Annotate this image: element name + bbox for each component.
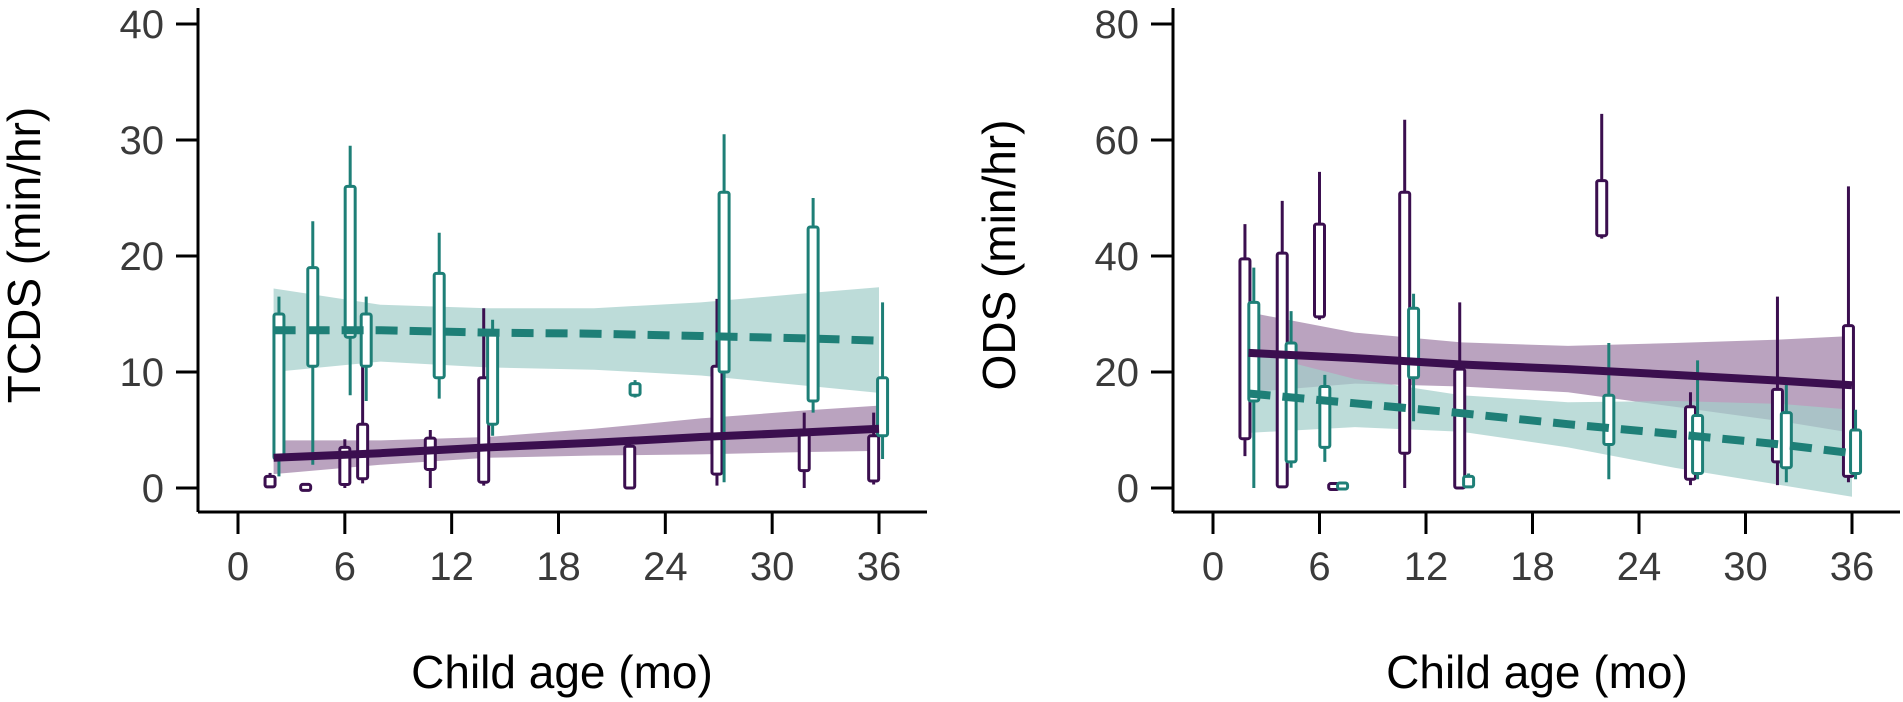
y-tick-label: 20 — [120, 235, 165, 279]
x-tick-label: 36 — [1830, 545, 1875, 589]
x-tick-label: 30 — [750, 545, 795, 589]
x-tick-label: 24 — [643, 545, 688, 589]
x-axis-title: Child age (mo) — [411, 646, 713, 698]
box — [623, 444, 637, 490]
x-tick-label: 24 — [1617, 545, 1662, 589]
box — [1779, 411, 1793, 470]
box — [432, 271, 446, 380]
trend-line — [1248, 389, 1853, 458]
x-tick-label: 18 — [536, 545, 581, 589]
y-tick-label: 30 — [120, 119, 165, 163]
y-tick-label: 0 — [142, 467, 164, 511]
panel-ods: ODS (min/hr) Child age (mo) 0 20 40 60 80 0 6 1… — [973, 3, 1900, 698]
x-tick-label: 0 — [1202, 545, 1224, 589]
box — [343, 184, 357, 339]
box — [717, 190, 731, 374]
box — [1336, 481, 1350, 491]
box — [710, 364, 724, 476]
box — [272, 312, 286, 461]
plot-area — [1238, 113, 1863, 497]
y-tick-label: 10 — [120, 351, 165, 395]
y-tick-label: 80 — [1095, 3, 1140, 47]
y-tick-label: 0 — [1117, 467, 1139, 511]
box — [1313, 222, 1326, 319]
y-axis-title: TCDS (min/hr) — [0, 107, 50, 403]
box — [628, 382, 642, 397]
x-tick-label: 12 — [1404, 545, 1449, 589]
trend-line — [273, 326, 880, 345]
x-tick-label: 36 — [857, 545, 902, 589]
x-tick-label: 12 — [429, 545, 474, 589]
box — [1849, 428, 1863, 475]
y-tick-label: 40 — [120, 3, 165, 47]
y-axis-title: ODS (min/hr) — [973, 120, 1025, 391]
box — [1602, 393, 1616, 447]
panel-tcds: TCDS (min/hr) Child age (mo) 0 10 20 30 40 0 6… — [0, 3, 927, 698]
y-tick-label: 60 — [1095, 119, 1140, 163]
box — [359, 312, 373, 368]
box — [486, 329, 500, 426]
box — [299, 482, 313, 492]
box — [1462, 474, 1476, 489]
x-tick-label: 30 — [1723, 545, 1768, 589]
box — [1318, 385, 1332, 449]
box — [1284, 341, 1298, 464]
box — [867, 434, 881, 483]
box — [306, 266, 320, 368]
y-tick-label: 20 — [1095, 351, 1140, 395]
x-tick-label: 6 — [1308, 545, 1330, 589]
box — [1691, 414, 1705, 475]
box — [1595, 179, 1609, 238]
box — [263, 474, 277, 489]
trend-line — [273, 424, 880, 462]
box — [1407, 306, 1421, 380]
x-tick-label: 18 — [1510, 545, 1555, 589]
box — [876, 376, 890, 438]
x-tick-label: 6 — [334, 545, 356, 589]
plot-area — [263, 134, 890, 492]
trend-line — [1248, 348, 1853, 390]
y-tick-label: 40 — [1095, 235, 1140, 279]
x-axis-title: Child age (mo) — [1386, 646, 1688, 698]
x-tick-label: 0 — [227, 545, 249, 589]
box — [1453, 367, 1467, 490]
box — [806, 225, 820, 403]
